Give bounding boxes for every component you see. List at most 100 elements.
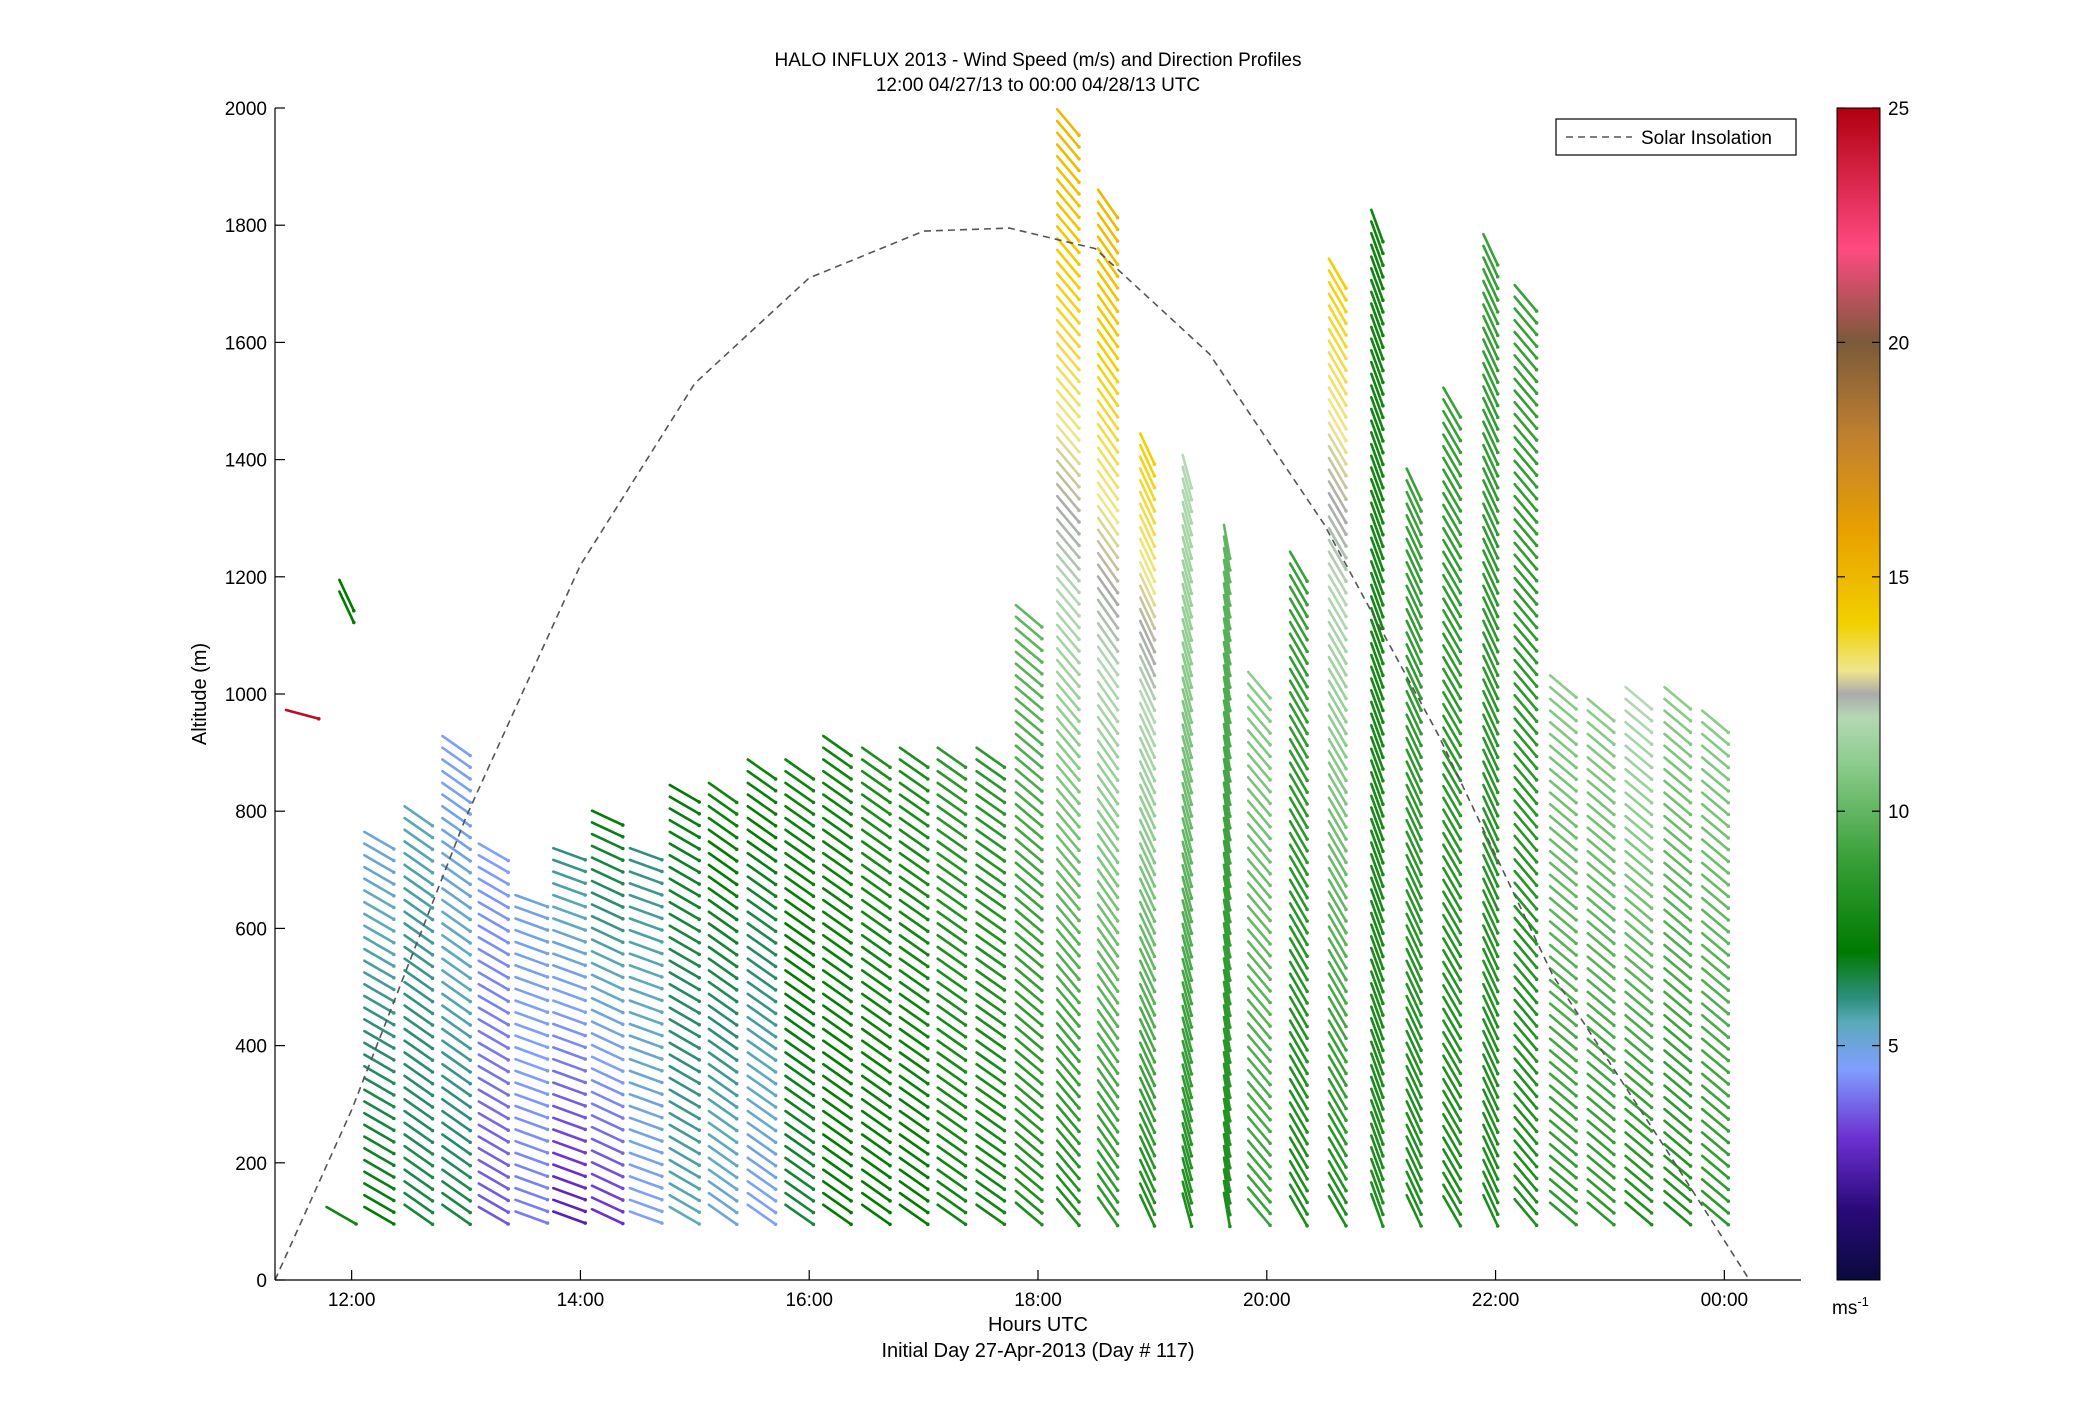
wind-vector-origin bbox=[468, 964, 473, 969]
wind-vector bbox=[707, 793, 739, 816]
wind-vector-origin bbox=[1344, 391, 1348, 396]
wind-vector bbox=[668, 1006, 701, 1026]
wind-vector bbox=[1138, 678, 1156, 712]
wind-vector bbox=[477, 1041, 510, 1062]
wind-vector bbox=[1096, 575, 1119, 606]
wind-vector bbox=[1513, 834, 1538, 864]
wind-vector-origin bbox=[1458, 532, 1463, 537]
wind-vector bbox=[668, 1158, 701, 1179]
wind-vector bbox=[1700, 1025, 1730, 1051]
wind-vector-origin bbox=[1381, 1165, 1385, 1170]
wind-vector bbox=[1482, 666, 1499, 700]
wind-vector bbox=[1181, 1121, 1193, 1158]
wind-vector bbox=[1405, 654, 1423, 689]
wind-vector bbox=[1055, 1127, 1081, 1157]
wind-vector-origin bbox=[1344, 696, 1348, 701]
wind-vector bbox=[1181, 653, 1193, 689]
wind-vector bbox=[590, 1137, 625, 1155]
wind-vector bbox=[1513, 541, 1538, 571]
wind-vector bbox=[1482, 830, 1499, 865]
wind-vector-origin bbox=[926, 800, 930, 805]
wind-vector bbox=[1096, 364, 1119, 395]
wind-vector bbox=[1288, 644, 1309, 677]
wind-vector bbox=[1246, 740, 1272, 770]
wind-vector-origin bbox=[468, 859, 473, 863]
wind-vector-origin bbox=[1458, 485, 1463, 490]
wind-vector-origin bbox=[1002, 1187, 1007, 1191]
wind-vector-origin bbox=[430, 1070, 435, 1074]
wind-vector bbox=[1096, 1149, 1119, 1180]
wind-vector bbox=[1482, 303, 1499, 337]
wind-vector bbox=[628, 987, 664, 1002]
wind-vector-origin bbox=[1649, 941, 1654, 946]
wind-vector bbox=[1442, 573, 1462, 607]
wind-vector-origin bbox=[660, 1080, 664, 1085]
wind-vector-origin bbox=[1495, 1048, 1500, 1052]
wind-vector-origin bbox=[660, 916, 664, 921]
wind-vector-origin bbox=[1040, 683, 1044, 688]
wind-vector-origin bbox=[1344, 345, 1348, 349]
wind-vector-origin bbox=[1189, 790, 1194, 795]
wind-vector-origin bbox=[1495, 1013, 1500, 1017]
wind-vector bbox=[1700, 720, 1730, 746]
wind-vector bbox=[1096, 1184, 1119, 1216]
wind-vector-origin bbox=[1534, 356, 1539, 360]
wind-vector-origin bbox=[621, 1046, 625, 1050]
wind-vector bbox=[1442, 737, 1462, 771]
wind-vector bbox=[325, 1205, 358, 1226]
wind-vector bbox=[1222, 1121, 1232, 1158]
wind-vector bbox=[628, 975, 664, 991]
wind-vector-origin bbox=[1344, 368, 1348, 373]
wind-vector bbox=[975, 746, 1006, 769]
wind-vector bbox=[363, 853, 396, 874]
x-axis-secondary-label: Initial Day 27-Apr-2013 (Day # 117) bbox=[881, 1340, 1194, 1362]
wind-vector-origin bbox=[1268, 1024, 1272, 1028]
wind-vector-origin bbox=[1115, 485, 1120, 490]
wind-vector-origin bbox=[1688, 765, 1693, 770]
wind-vector-origin bbox=[430, 1058, 435, 1062]
wind-vector-origin bbox=[1077, 1200, 1081, 1204]
wind-vector bbox=[1700, 1013, 1730, 1039]
wind-vector-origin bbox=[1688, 1070, 1693, 1075]
wind-vector-origin bbox=[1574, 1152, 1578, 1157]
wind-vector-origin bbox=[849, 988, 853, 992]
wind-vector bbox=[1246, 893, 1272, 922]
wind-vector bbox=[975, 1004, 1006, 1027]
wind-vector bbox=[1513, 670, 1538, 700]
wind-vector bbox=[936, 910, 967, 933]
wind-vector-origin bbox=[1077, 719, 1081, 724]
wind-vector bbox=[590, 891, 625, 909]
wind-vector-origin bbox=[506, 1105, 511, 1109]
wind-vector bbox=[1405, 1170, 1423, 1204]
wind-vector bbox=[1288, 1007, 1309, 1040]
wind-vector-origin bbox=[1344, 321, 1348, 326]
wind-vector bbox=[1370, 1146, 1385, 1181]
wind-vector bbox=[784, 1098, 815, 1121]
wind-vector bbox=[1482, 865, 1499, 900]
wind-vector bbox=[628, 1139, 664, 1155]
wind-vector-origin bbox=[1077, 1211, 1081, 1216]
wind-vector-origin bbox=[1381, 755, 1385, 760]
wind-vector-origin bbox=[1495, 1083, 1500, 1088]
wind-vector-origin bbox=[1189, 990, 1194, 994]
wind-vector-origin bbox=[1228, 744, 1232, 748]
wind-vector-origin bbox=[506, 1058, 511, 1062]
wind-vector-origin bbox=[1305, 884, 1309, 888]
wind-vector bbox=[1055, 740, 1081, 770]
wind-vector bbox=[1663, 767, 1692, 793]
wind-vector bbox=[1055, 565, 1081, 594]
wind-vector bbox=[1288, 737, 1309, 771]
wind-vector-origin bbox=[1002, 1046, 1007, 1051]
wind-vector bbox=[1370, 1134, 1385, 1169]
wind-vector bbox=[1288, 1159, 1309, 1192]
wind-vector-origin bbox=[1495, 1224, 1500, 1228]
wind-vector bbox=[1663, 1060, 1692, 1086]
wind-vector bbox=[441, 828, 472, 851]
wind-vector bbox=[1482, 244, 1499, 279]
wind-vector bbox=[590, 1008, 625, 1026]
wind-vector-origin bbox=[1228, 708, 1232, 713]
wind-vector bbox=[1405, 900, 1423, 935]
wind-vector-origin bbox=[734, 1058, 739, 1062]
wind-vector-origin bbox=[1688, 1117, 1693, 1121]
wind-vector bbox=[1370, 1099, 1385, 1134]
